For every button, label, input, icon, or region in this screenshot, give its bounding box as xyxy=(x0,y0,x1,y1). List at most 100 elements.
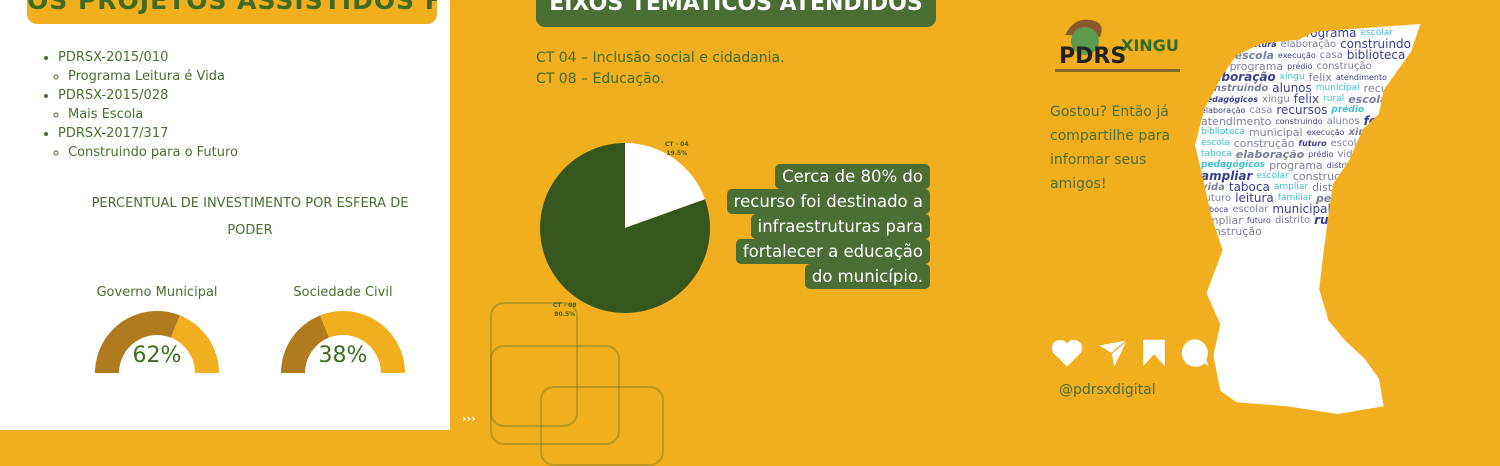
gauge-filled xyxy=(95,310,180,373)
cloud-word: construção xyxy=(1316,61,1372,72)
project-name: Programa Leitura é Vida xyxy=(68,67,238,86)
svg-text:PDRS: PDRS xyxy=(1059,44,1126,69)
next-arrows[interactable]: ››› xyxy=(462,412,476,425)
cloud-word: ampliar xyxy=(1201,214,1243,227)
cloud-word: distrito xyxy=(1312,181,1351,194)
cloud-word: vida xyxy=(1201,182,1225,193)
pie-chart xyxy=(540,143,710,313)
svg-text:XINGU: XINGU xyxy=(1121,36,1179,55)
project-item: PDRSX-2015/010Programa Leitura é Vida xyxy=(58,48,238,86)
social-handle[interactable]: @pdrsxdigital xyxy=(1059,382,1156,398)
cloud-word: taboca xyxy=(1201,149,1232,159)
cloud-word: construção xyxy=(1201,225,1262,238)
cloud-word: pedagógicos xyxy=(1201,160,1266,170)
cloud-word: atendimento xyxy=(1335,73,1388,82)
cloud-word: vida xyxy=(1337,149,1359,160)
cloud-word: elaboração xyxy=(1201,106,1246,115)
cloud-word: casa xyxy=(1249,105,1273,116)
gauge-label: Governo Municipal xyxy=(96,285,218,300)
cloud-word: prédio xyxy=(1331,105,1365,115)
cloud-word: construindo xyxy=(1275,117,1323,126)
cloud-word: prédio xyxy=(1287,62,1313,71)
cloud-word: leitura xyxy=(1246,40,1277,49)
cloud-word: construindo xyxy=(1340,37,1412,51)
pie-slice-ct04 xyxy=(625,143,705,228)
cloud-word: taboca xyxy=(1228,180,1270,194)
ct-line: CT 04 – Inclusão social e cidadania. xyxy=(536,50,785,66)
cloud-word: construindo xyxy=(1201,83,1269,94)
cloud-word: biblioteca xyxy=(1201,127,1245,137)
pdrs-xingu-logo: PDRS XINGU xyxy=(1055,19,1180,72)
cloud-word: casa xyxy=(1319,50,1343,61)
cloud-word: programa xyxy=(1269,159,1323,172)
cloud-word: pedagógicos xyxy=(1201,95,1258,104)
cloud-word: distrito xyxy=(1274,215,1311,226)
cloud-word: escolar xyxy=(1256,171,1289,181)
gauge-value: 62% xyxy=(132,343,182,368)
cloud-word: taboca xyxy=(1201,205,1229,214)
cloud-word: biblioteca xyxy=(1346,48,1406,62)
cloud-word: futuro xyxy=(1298,139,1327,148)
gauge-value: 38% xyxy=(318,343,368,368)
cloud-word: execução xyxy=(1277,51,1316,60)
cloud-word: construção xyxy=(1292,170,1354,183)
cloud-word: alunos xyxy=(1326,116,1360,127)
cloud-word: elaboração xyxy=(1280,39,1337,50)
cloud-word: prédio xyxy=(1308,150,1334,159)
cloud-word: escola xyxy=(1348,93,1388,106)
cloud-word: futuro xyxy=(1246,216,1271,225)
cloud-word: leitura xyxy=(1235,191,1274,205)
word-cloud-map: pedagógicos taboca programa escolar familiar… xyxy=(1195,24,1421,414)
decor-frame xyxy=(490,302,578,427)
projects-title: OS PROJETOS ASSISTIDOS FORAM: xyxy=(27,0,437,24)
send-icon[interactable] xyxy=(1098,338,1128,368)
gauge-rest xyxy=(170,315,219,373)
cloud-word: escolar xyxy=(1330,138,1367,149)
gauges xyxy=(95,310,405,373)
cloud-word: construção xyxy=(1233,137,1295,150)
cloud-word: municipal xyxy=(1248,126,1303,139)
cloud-word: distrito xyxy=(1326,161,1355,170)
ct-line: CT 08 – Educação. xyxy=(536,71,665,87)
cloud-word: escolar xyxy=(1360,28,1393,38)
bookmark-icon[interactable] xyxy=(1142,338,1166,368)
cloud-word: familiar xyxy=(1277,193,1312,203)
cloud-word: recursos xyxy=(1276,103,1328,117)
projects-panel: OS PROJETOS ASSISTIDOS FORAM: PDRSX-2015… xyxy=(0,0,450,430)
themes-title: EIXOS TEMÁTICOS ATENDIDOS xyxy=(536,0,936,27)
cloud-word: escolar xyxy=(1232,204,1269,215)
pie-label-ct04: CT - 04 19.5% xyxy=(665,141,689,157)
project-item: PDRSX-2017/317Construindo para o Futuro xyxy=(58,124,238,162)
social-icons xyxy=(1050,338,1210,368)
gauge-label: Sociedade Civil xyxy=(293,285,393,300)
cloud-word: xingu xyxy=(1279,72,1305,82)
heart-icon[interactable] xyxy=(1050,338,1084,368)
cloud-word: execução xyxy=(1306,128,1345,137)
cloud-word: ampliar xyxy=(1273,182,1309,192)
callout-text: Cerca de 80% do recurso foi destinado a … xyxy=(726,164,930,289)
cloud-word: xingu xyxy=(1261,94,1290,105)
cloud-word: escola xyxy=(1234,49,1274,62)
pie-slice-ct08 xyxy=(540,143,710,313)
project-name: Mais Escola xyxy=(68,105,238,124)
pie-label-ct08: CT - 08 80.5% xyxy=(553,302,577,318)
cloud-word: municipal xyxy=(1272,202,1331,216)
cloud-word: felix xyxy=(1308,71,1332,84)
cloud-word: futuro xyxy=(1201,193,1232,204)
cloud-word: escola xyxy=(1201,138,1230,148)
cloud-word: elaboração xyxy=(1235,148,1305,161)
cloud-word: alunos xyxy=(1272,81,1312,95)
investment-title: PERCENTUAL DE INVESTIMENTO POR ESFERA DE… xyxy=(91,196,409,238)
cloud-word: ampliar xyxy=(1201,169,1253,183)
comment-icon[interactable] xyxy=(1180,338,1210,368)
cloud-word: municipal xyxy=(1315,83,1360,93)
cloud-word: programa xyxy=(1229,60,1284,73)
projects-list: PDRSX-2015/010Programa Leitura é Vida PD… xyxy=(46,48,238,162)
project-name: Construindo para o Futuro xyxy=(68,143,238,162)
share-text: Gostou? Então já compartilhe para inform… xyxy=(1050,104,1171,192)
gauge-rest xyxy=(320,311,405,373)
cloud-word: atendimento xyxy=(1201,115,1272,128)
cloud-word: felix xyxy=(1293,92,1320,106)
gauge-filled xyxy=(281,315,330,373)
project-item: PDRSX-2015/028Mais Escola xyxy=(58,86,238,124)
